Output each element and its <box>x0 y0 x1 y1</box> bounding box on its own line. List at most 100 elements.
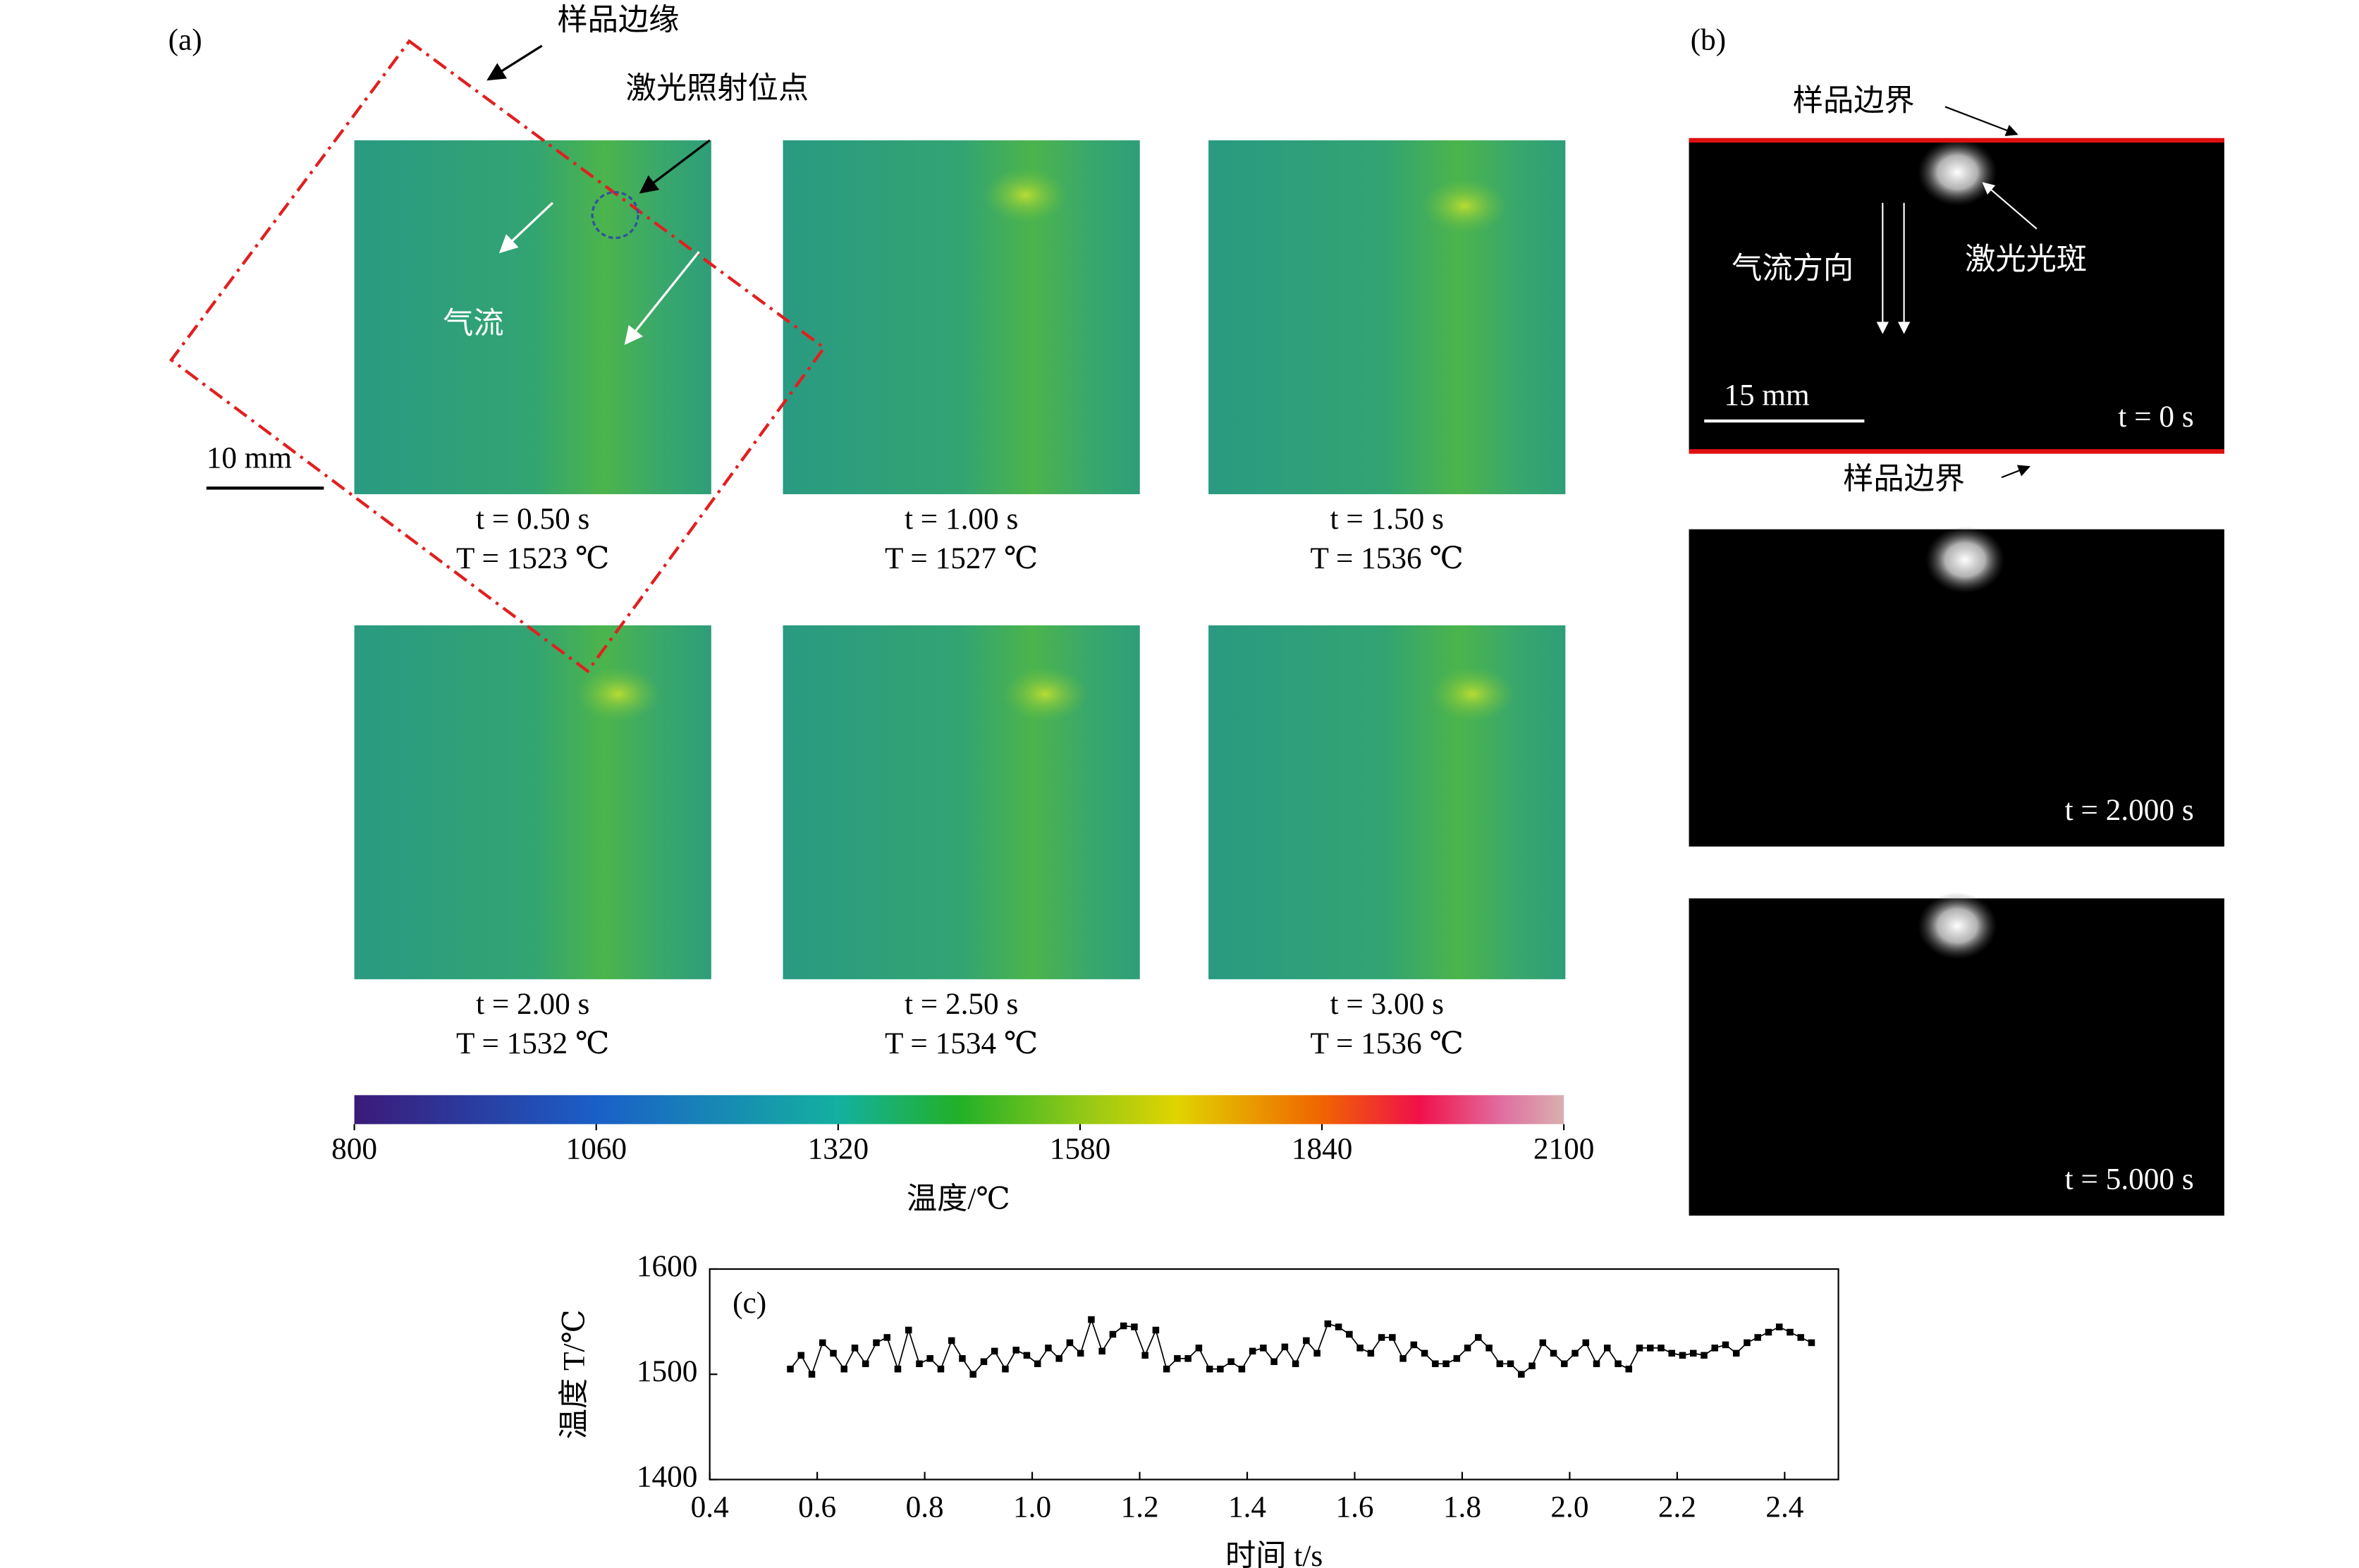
data-point <box>1442 1360 1450 1368</box>
sample-edge-outline <box>168 39 826 673</box>
data-point <box>916 1360 923 1368</box>
data-point <box>980 1358 988 1366</box>
thermal-image <box>783 140 1140 494</box>
data-point <box>894 1366 902 1373</box>
hot-spot <box>1429 666 1515 722</box>
data-point <box>1109 1330 1117 1338</box>
data-point <box>1775 1323 1783 1330</box>
data-point <box>1066 1339 1074 1347</box>
laser-site <box>591 190 639 240</box>
data-point <box>1034 1360 1041 1368</box>
data-point <box>1539 1339 1547 1347</box>
x-tick-label: 1.6 <box>1335 1490 1373 1524</box>
data-point <box>787 1366 794 1373</box>
data-point <box>1647 1345 1654 1352</box>
annotation: 气流方向 <box>1732 252 1854 286</box>
data-point <box>1378 1334 1385 1341</box>
frame-time: t = 1.50 s <box>1330 502 1444 536</box>
data-point <box>1787 1328 1794 1336</box>
x-tick-label: 1.2 <box>1121 1490 1159 1524</box>
frame-time: t = 3.00 s <box>1330 987 1444 1021</box>
scale-bar-label: 10 mm <box>207 441 292 474</box>
x-axis-label: 时间 t/s <box>1225 1539 1323 1568</box>
frame-time: t = 2.50 s <box>905 987 1018 1021</box>
data-point <box>1141 1352 1148 1359</box>
data-point <box>1571 1349 1579 1357</box>
thermal-image <box>783 625 1140 979</box>
frame-temperature: T = 1523 ℃ <box>456 541 609 575</box>
data-point <box>1464 1345 1471 1352</box>
colorbar-label: 温度/℃ <box>907 1182 1010 1216</box>
data-point <box>1421 1349 1428 1357</box>
data-point <box>1432 1360 1439 1368</box>
panel-label: (a) <box>168 23 202 56</box>
data-point <box>1055 1355 1062 1362</box>
data-point <box>1765 1328 1772 1336</box>
frame-time: t = 2.000 s <box>2065 793 2194 827</box>
data-point <box>1389 1334 1396 1341</box>
data-point <box>1453 1355 1461 1362</box>
y-tick-label: 1600 <box>637 1249 698 1283</box>
data-point <box>1614 1360 1622 1368</box>
frame-temperature: T = 1532 ℃ <box>456 1027 609 1060</box>
data-point <box>1367 1349 1375 1357</box>
data-point <box>1131 1323 1138 1330</box>
frame-temperature: T = 1536 ℃ <box>1311 1027 1464 1060</box>
data-point <box>1754 1334 1762 1341</box>
data-point <box>905 1326 912 1334</box>
data-point <box>959 1355 966 1362</box>
data-point <box>819 1339 826 1347</box>
x-tick-label: 1.0 <box>1013 1490 1051 1524</box>
hot-spot <box>575 666 661 722</box>
data-point <box>1012 1347 1019 1354</box>
data-point <box>1797 1334 1804 1341</box>
frame-temperature: T = 1527 ℃ <box>885 541 1038 575</box>
data-point <box>1485 1345 1493 1352</box>
data-point <box>1582 1339 1590 1347</box>
data-point <box>1550 1349 1557 1357</box>
thermal-image <box>354 625 711 979</box>
colorbar <box>354 1095 1564 1125</box>
airflow-label: 气流 <box>443 307 504 341</box>
y-tick-label: 1500 <box>637 1354 698 1388</box>
data-point <box>883 1334 891 1341</box>
data-point <box>808 1371 816 1378</box>
data-point <box>873 1339 880 1347</box>
plot-frame <box>709 1268 1839 1481</box>
arrow <box>639 139 711 194</box>
data-point <box>1518 1371 1525 1378</box>
y-tick-label: 1400 <box>637 1459 698 1493</box>
x-tick-label: 1.8 <box>1443 1490 1481 1524</box>
frame-temperature: T = 1536 ℃ <box>1311 541 1464 575</box>
frame-temperature: T = 1534 ℃ <box>885 1027 1038 1060</box>
hot-spot <box>1003 666 1089 722</box>
data-point <box>1604 1345 1611 1352</box>
data-point <box>1120 1322 1127 1330</box>
data-point <box>1077 1349 1084 1357</box>
data-point <box>1679 1352 1686 1359</box>
data-point <box>969 1371 976 1378</box>
panel-label: (c) <box>733 1286 766 1320</box>
data-point <box>1732 1349 1740 1357</box>
data-point <box>1528 1362 1536 1370</box>
frame-time: t = 0.50 s <box>476 502 589 536</box>
y-axis-label: 温度 T/℃ <box>557 1309 591 1439</box>
data-point <box>1045 1345 1052 1352</box>
panel-a: (a) t = 0.50 s T = 1523 ℃ t = 1.00 s T = 15… <box>168 3 1595 1215</box>
annotation: 样品边界 <box>1793 84 1915 118</box>
data-point <box>1152 1326 1160 1334</box>
data-point <box>937 1366 945 1373</box>
data-point <box>1668 1349 1676 1357</box>
data-point <box>1206 1366 1213 1373</box>
data-point <box>1701 1352 1708 1359</box>
thermal-image <box>354 140 711 494</box>
data-point <box>1561 1360 1568 1368</box>
data-point <box>1496 1360 1504 1368</box>
panel-label: (b) <box>1691 23 1726 56</box>
data-point <box>1636 1345 1643 1352</box>
scale-bar-label: 15 mm <box>1724 379 1809 412</box>
arrow <box>1982 182 2038 230</box>
laser-glow <box>1918 138 1997 207</box>
x-tick-label: 0.8 <box>906 1490 944 1524</box>
